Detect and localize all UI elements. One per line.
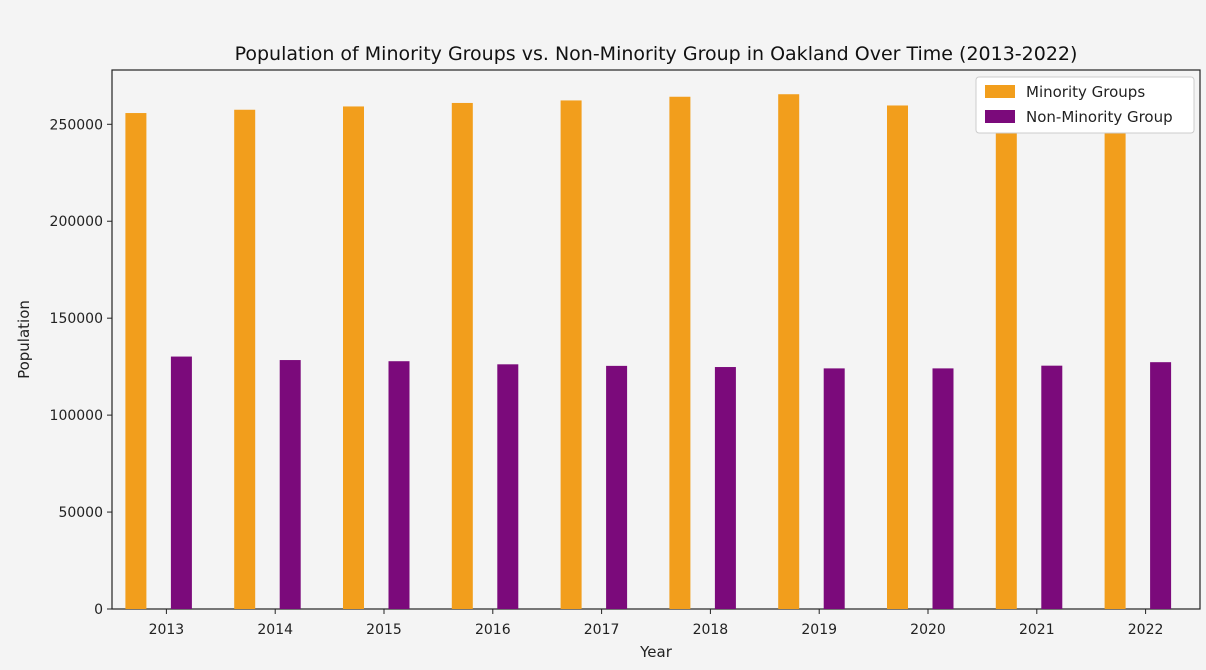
bar-non-minority-2013 [170, 356, 192, 609]
x-tick-label: 2017 [584, 622, 620, 638]
bar-non-minority-2019 [823, 368, 845, 609]
legend-swatch-non-minority [985, 110, 1015, 123]
bar-minority-2016 [451, 102, 473, 609]
bar-minority-2014 [234, 109, 256, 610]
x-tick-label: 2022 [1128, 622, 1164, 638]
x-tick-label: 2013 [149, 622, 185, 638]
y-tick-label: 50000 [58, 505, 103, 521]
x-tick-label: 2020 [910, 622, 946, 638]
legend: Minority Groups Non-Minority Group [975, 76, 1195, 134]
bar-minority-2022 [1104, 99, 1126, 609]
bar-non-minority-2015 [388, 361, 410, 609]
bar-non-minority-2018 [714, 367, 736, 609]
legend-box [975, 76, 1195, 134]
x-tick-label: 2019 [801, 622, 837, 638]
bar-minority-2019 [778, 94, 800, 610]
legend-label-minority: Minority Groups [1026, 83, 1145, 101]
y-tick-label: 0 [94, 602, 103, 618]
bar-minority-2017 [560, 100, 582, 609]
y-tick-label: 100000 [50, 408, 103, 424]
y-axis-label: Population [15, 300, 33, 379]
bar-minority-2020 [887, 105, 908, 610]
bar-minority-2018 [669, 96, 691, 610]
chart-title: Population of Minority Groups vs. Non-Mi… [235, 43, 1078, 65]
x-tick-label: 2015 [366, 622, 402, 638]
y-axis: 0 50000 100000 150000 200000 250000 [50, 117, 112, 618]
bars-layer [125, 94, 1172, 610]
y-tick-label: 250000 [50, 117, 103, 133]
plot-area [111, 69, 1201, 610]
bar-non-minority-2017 [606, 365, 628, 609]
bar-non-minority-2021 [1041, 365, 1063, 609]
bar-non-minority-2022 [1150, 362, 1172, 609]
y-tick-label: 150000 [50, 311, 103, 327]
x-tick-label: 2018 [693, 622, 729, 638]
bar-non-minority-2014 [279, 360, 301, 609]
legend-swatch-minority [985, 85, 1015, 98]
y-tick-label: 200000 [50, 214, 103, 230]
x-tick-label: 2014 [257, 622, 293, 638]
x-axis-label: Year [639, 643, 673, 661]
x-axis: 2013 2014 2015 2016 2017 2018 2019 2020 2021 2022 [149, 609, 1164, 638]
bar-minority-2015 [343, 106, 364, 609]
bar-minority-2021 [995, 101, 1017, 610]
legend-label-non-minority: Non-Minority Group [1026, 108, 1173, 126]
bar-non-minority-2020 [932, 368, 954, 609]
x-tick-label: 2016 [475, 622, 511, 638]
bar-non-minority-2016 [497, 364, 519, 609]
bar-minority-2013 [125, 113, 147, 609]
x-tick-label: 2021 [1019, 622, 1055, 638]
